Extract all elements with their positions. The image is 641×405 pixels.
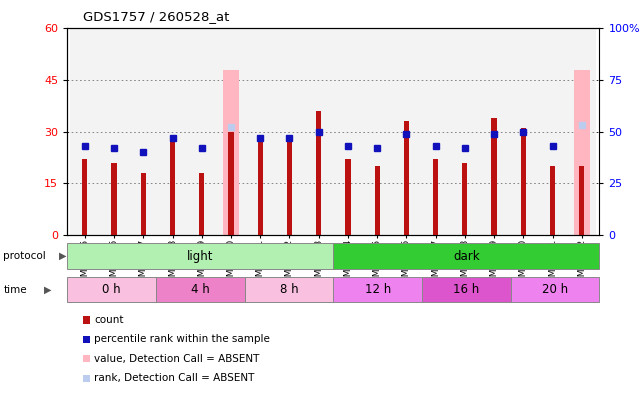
Bar [392,28,421,235]
Text: 8 h: 8 h [279,283,298,296]
Bar [509,28,538,235]
Bar [199,173,204,235]
Text: 4 h: 4 h [191,283,210,296]
Bar [245,277,333,302]
Bar [71,28,99,235]
Bar [67,243,333,269]
Text: percentile rank within the sample: percentile rank within the sample [94,335,270,344]
Bar [520,128,526,235]
Bar [82,159,87,235]
Text: protocol: protocol [3,251,46,261]
Bar [217,28,246,235]
Bar [333,28,363,235]
Bar [129,28,158,235]
Bar [574,70,590,235]
Bar [187,28,217,235]
Bar [479,28,509,235]
Bar [228,132,233,235]
Bar [422,277,511,302]
Bar [404,122,409,235]
Bar [538,28,567,235]
Bar [374,166,380,235]
Text: value, Detection Call = ABSENT: value, Detection Call = ABSENT [94,354,260,364]
Bar [433,159,438,235]
Bar [304,28,333,235]
Bar [511,277,599,302]
Bar [140,173,146,235]
Text: rank, Detection Call = ABSENT: rank, Detection Call = ABSENT [94,373,254,383]
Bar [492,118,497,235]
Bar [550,166,555,235]
Bar [363,28,392,235]
Bar [345,159,351,235]
Text: 16 h: 16 h [453,283,479,296]
Bar [99,28,129,235]
Bar [275,28,304,235]
Text: time: time [3,285,27,294]
Bar [67,277,156,302]
Text: light: light [187,249,213,263]
Text: ▶: ▶ [44,285,51,294]
Bar [287,139,292,235]
Bar [450,28,479,235]
Bar [579,166,585,235]
Text: count: count [94,315,124,325]
Bar [158,28,187,235]
Bar [421,28,450,235]
Bar [462,163,467,235]
Text: 0 h: 0 h [103,283,121,296]
Bar [567,28,596,235]
Text: GDS1757 / 260528_at: GDS1757 / 260528_at [83,10,229,23]
Bar [112,163,117,235]
Bar [223,70,239,235]
Bar [170,139,175,235]
Text: 12 h: 12 h [365,283,391,296]
Bar [333,243,599,269]
Bar [316,111,321,235]
Bar [333,277,422,302]
Text: ▶: ▶ [59,251,67,261]
Bar [258,139,263,235]
Text: dark: dark [453,249,479,263]
Bar [246,28,275,235]
Bar [156,277,245,302]
Text: 20 h: 20 h [542,283,568,296]
